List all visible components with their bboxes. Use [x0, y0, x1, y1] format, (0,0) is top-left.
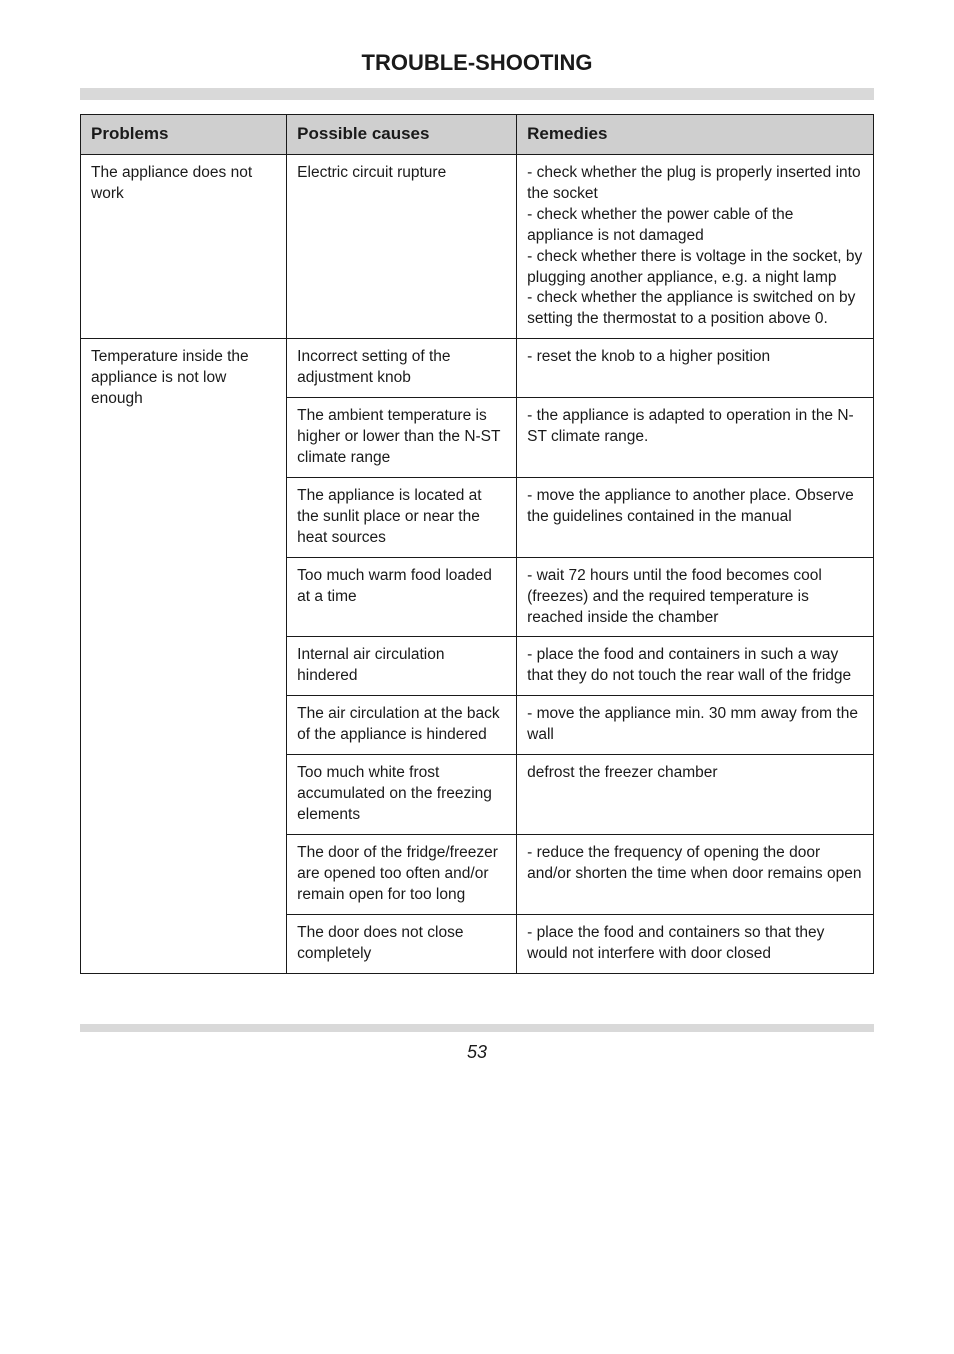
- cell-cause: Electric circuit rupture: [287, 154, 517, 338]
- page-title: TROUBLE-SHOOTING: [80, 50, 874, 76]
- cell-cause: Internal air circulation hindered: [287, 637, 517, 696]
- cell-remedy: - place the food and containers so that …: [517, 914, 874, 973]
- cell-cause: The ambient temperature is higher or low…: [287, 398, 517, 478]
- cell-remedy: - check whether the plug is properly ins…: [517, 154, 874, 338]
- cell-cause: The door does not close completely: [287, 914, 517, 973]
- col-header-causes: Possible causes: [287, 115, 517, 155]
- cell-cause: The appliance is located at the sunlit p…: [287, 477, 517, 557]
- col-header-problems: Problems: [81, 115, 287, 155]
- cell-cause: Incorrect setting of the adjustment knob: [287, 339, 517, 398]
- troubleshooting-table: Problems Possible causes Remedies The ap…: [80, 114, 874, 974]
- table-row: Temperature inside the appliance is not …: [81, 339, 874, 398]
- cell-cause: The air circulation at the back of the a…: [287, 696, 517, 755]
- table-body: The appliance does not workElectric circ…: [81, 154, 874, 973]
- title-underline: [80, 88, 874, 100]
- footer-rule: [80, 1024, 874, 1032]
- cell-remedy: - reduce the frequency of opening the do…: [517, 834, 874, 914]
- cell-problem: The appliance does not work: [81, 154, 287, 338]
- cell-remedy: - move the appliance min. 30 mm away fro…: [517, 696, 874, 755]
- cell-remedy: - reset the knob to a higher position: [517, 339, 874, 398]
- cell-remedy: - move the appliance to another place. O…: [517, 477, 874, 557]
- page-number: 53: [80, 1042, 874, 1063]
- cell-cause: Too much warm food loaded at a time: [287, 557, 517, 637]
- table-header-row: Problems Possible causes Remedies: [81, 115, 874, 155]
- cell-remedy: - the appliance is adapted to operation …: [517, 398, 874, 478]
- cell-cause: The door of the fridge/freezer are opene…: [287, 834, 517, 914]
- cell-remedy: defrost the freezer chamber: [517, 755, 874, 835]
- cell-problem: Temperature inside the appliance is not …: [81, 339, 287, 973]
- cell-remedy: - wait 72 hours until the food becomes c…: [517, 557, 874, 637]
- col-header-remedies: Remedies: [517, 115, 874, 155]
- cell-cause: Too much white frost accumulated on the …: [287, 755, 517, 835]
- table-row: The appliance does not workElectric circ…: [81, 154, 874, 338]
- cell-remedy: - place the food and containers in such …: [517, 637, 874, 696]
